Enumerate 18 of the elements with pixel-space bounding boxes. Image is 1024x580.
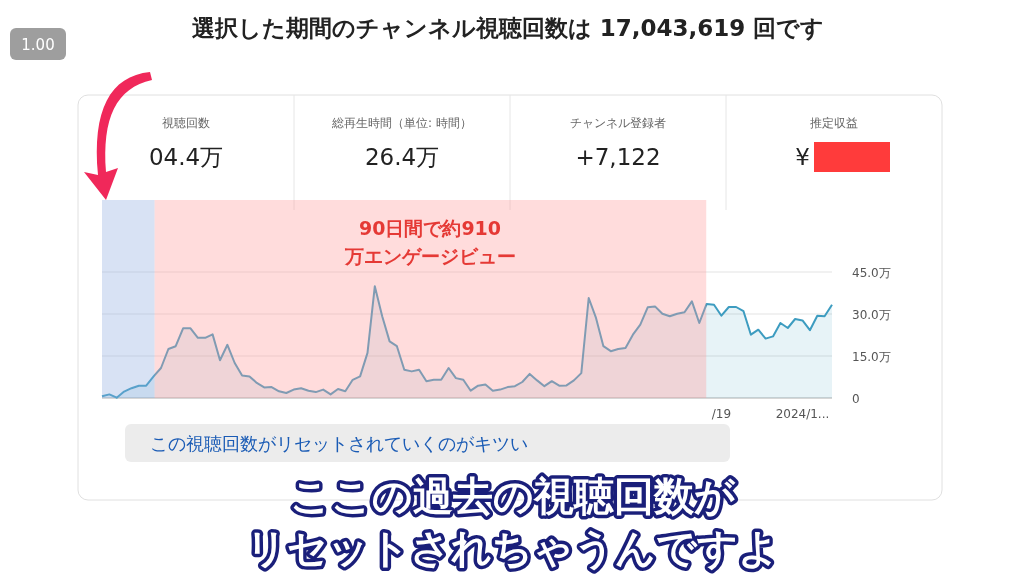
- y-tick-label: 15.0万: [852, 350, 891, 364]
- text: チャンネル登録者: [570, 116, 666, 130]
- y-tick-label: 45.0万: [852, 266, 891, 280]
- text: 視聴回数: [162, 116, 210, 130]
- text: 総再生時間（単位: 時間）: [331, 116, 472, 130]
- text: 推定収益: [810, 116, 858, 130]
- text: 04.4万: [148, 144, 224, 170]
- x-tick-label: /19: [711, 407, 732, 421]
- text: この視聴回数がリセットされていくのがキツい: [150, 433, 528, 454]
- text: 1.00: [21, 36, 55, 54]
- text: +7,122: [575, 144, 661, 170]
- text: 90日間で約910万エンゲージビュー: [343, 217, 516, 267]
- y-tick-label: 0: [852, 392, 860, 406]
- text: ¥: [795, 144, 810, 170]
- chart-title: 選択した期間のチャンネル視聴回数は 17,043,619 回です: [191, 15, 825, 41]
- text: 26.4万: [364, 144, 440, 170]
- x-tick-label: 2024/1...: [775, 407, 830, 421]
- y-tick-label: 30.0万: [852, 308, 891, 322]
